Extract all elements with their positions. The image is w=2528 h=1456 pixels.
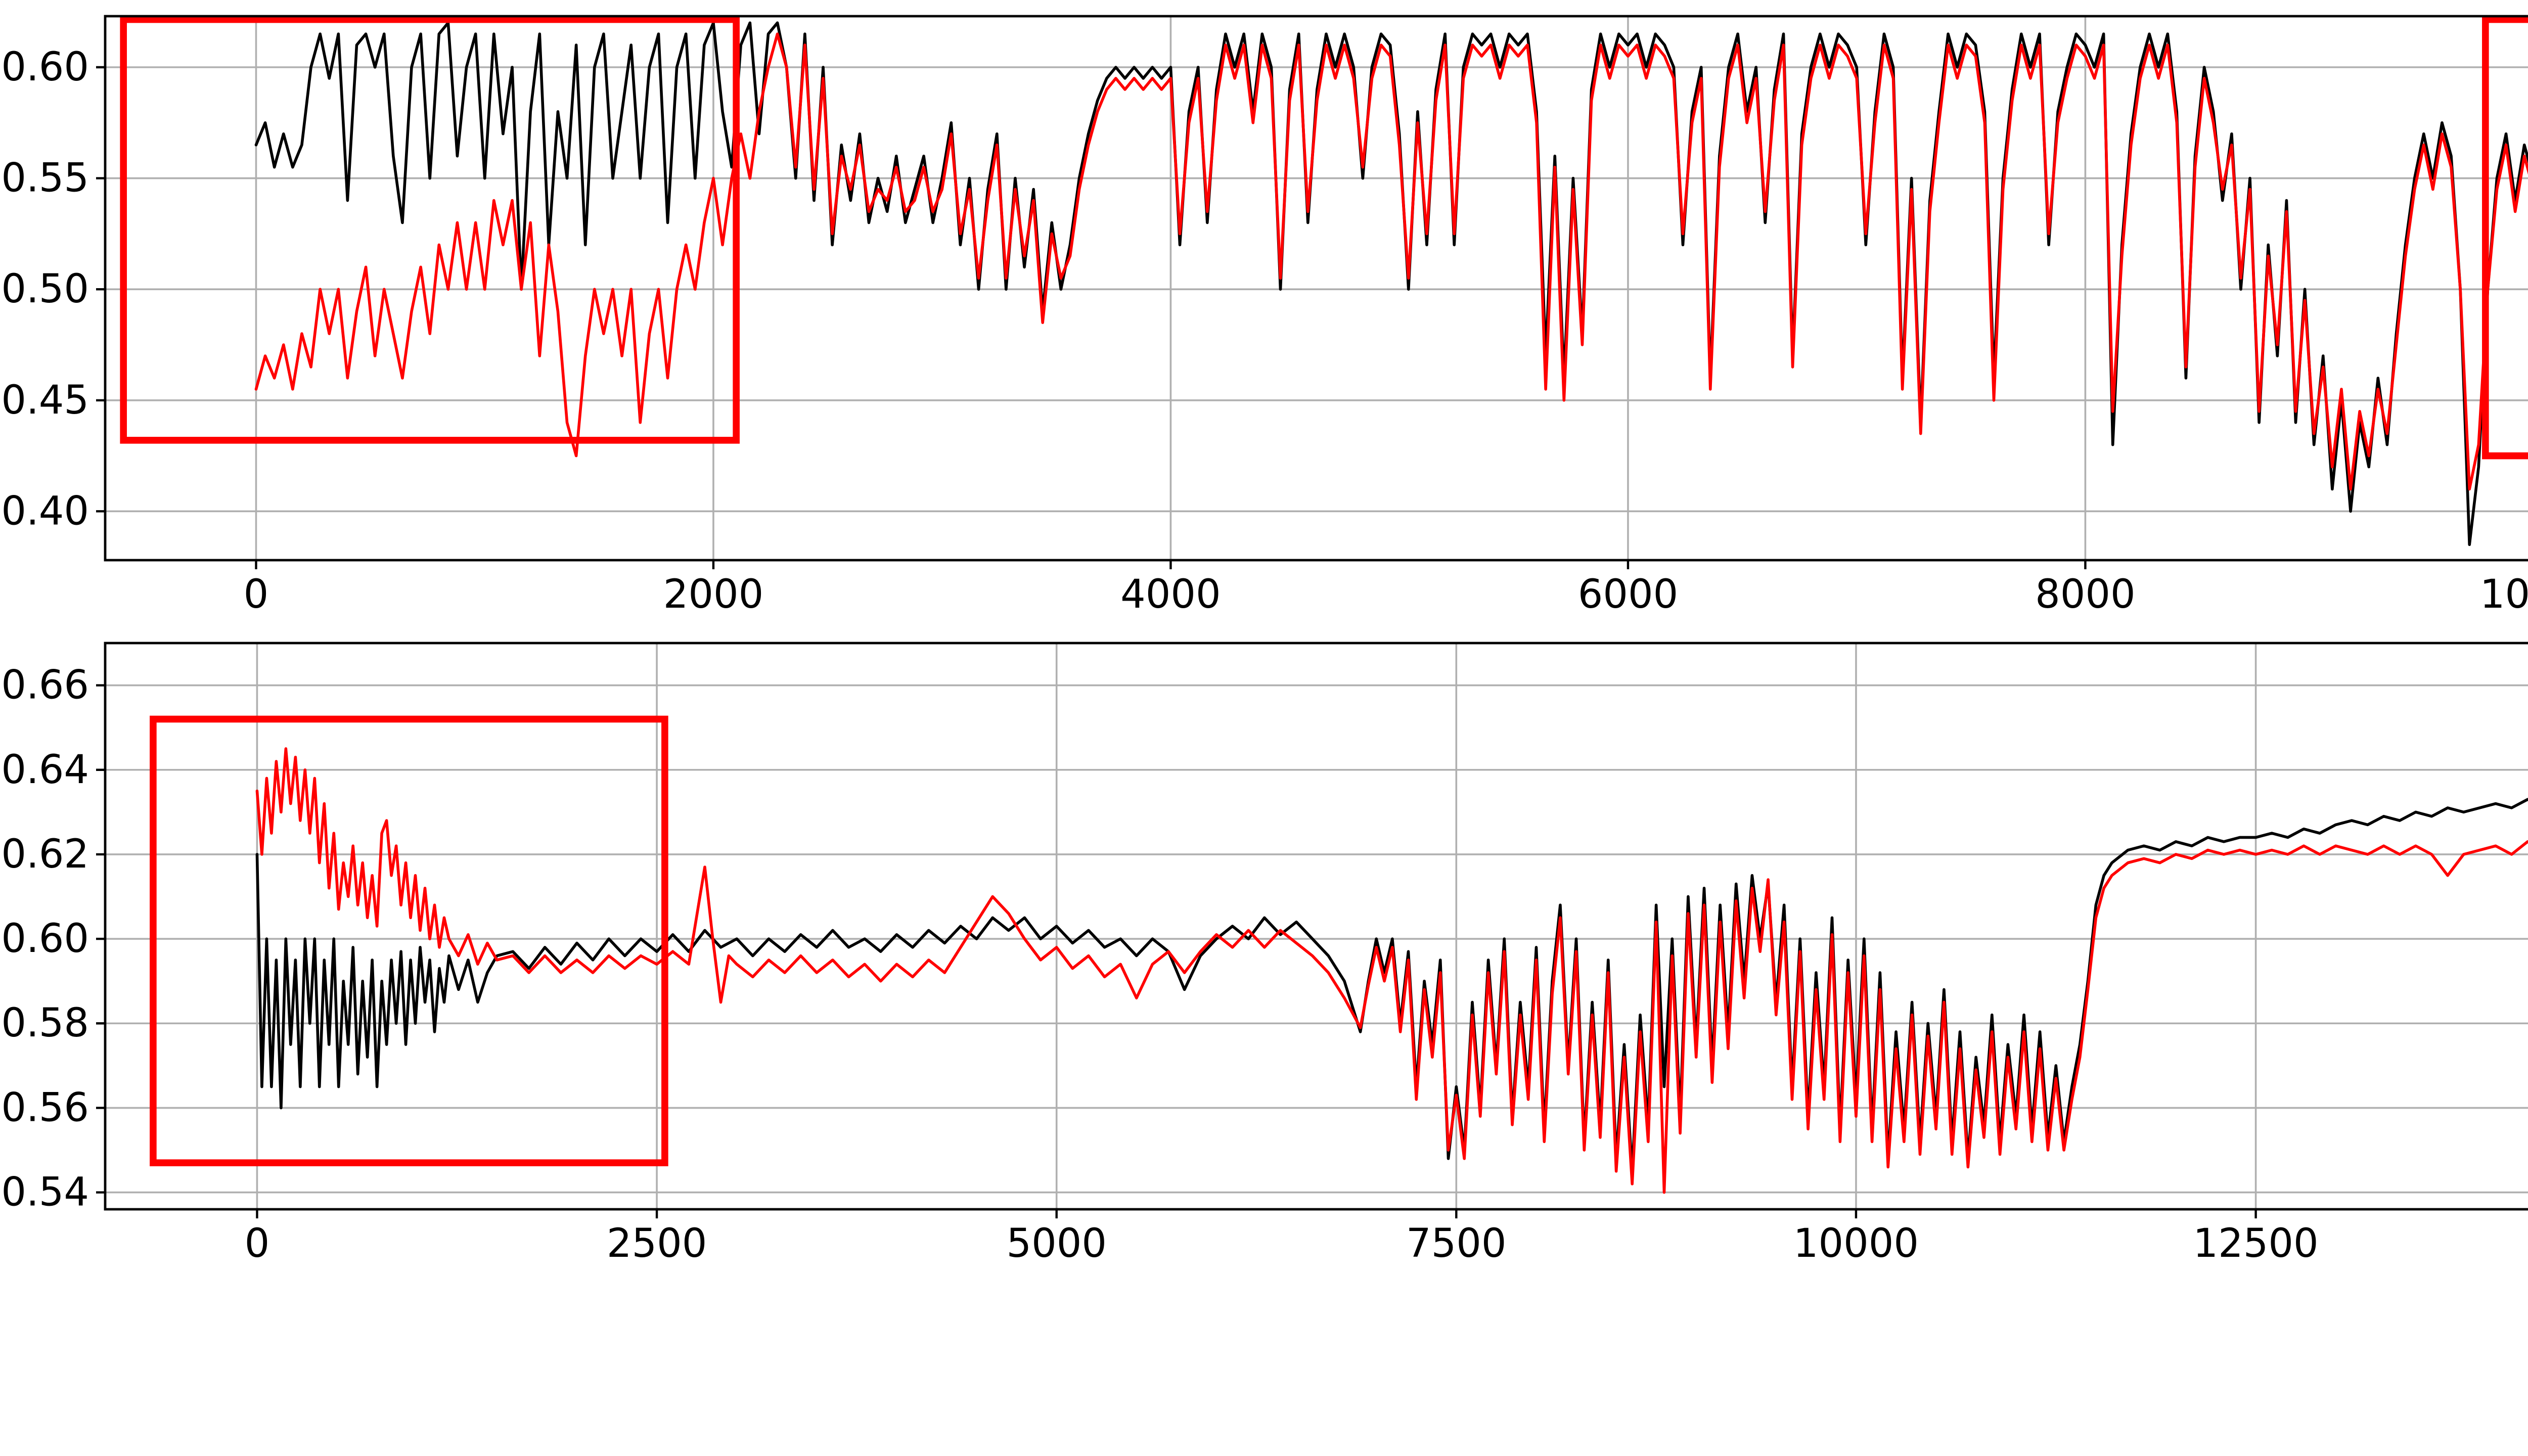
x-tick-label: 4000 — [1120, 572, 1221, 617]
x-tick-label: 10000 — [2480, 572, 2528, 617]
x-tick-label: 12500 — [2193, 1221, 2319, 1266]
chart-panel-top-chart: 0200040006000800010000120000.400.450.500… — [1, 15, 2528, 617]
chart-panel-bottom-chart: 025005000750010000125001500017500200000.… — [1, 642, 2528, 1266]
x-tick-label: 6000 — [1578, 572, 1679, 617]
y-tick-label: 0.62 — [1, 832, 89, 877]
y-tick-label: 0.58 — [1, 1000, 89, 1046]
y-tick-label: 0.56 — [1, 1085, 89, 1130]
x-tick-label: 7500 — [1406, 1221, 1507, 1266]
y-tick-label: 0.50 — [1, 266, 89, 312]
x-tick-label: 5000 — [1006, 1221, 1107, 1266]
y-tick-label: 0.54 — [1, 1170, 89, 1215]
y-tick-label: 0.66 — [1, 663, 89, 708]
series-line-red — [255, 747, 2528, 1194]
highlight-rect-0 — [150, 715, 668, 1166]
y-tick-label: 0.64 — [1, 747, 89, 793]
x-tick-label: 0 — [244, 572, 269, 617]
y-tick-label: 0.60 — [1, 44, 89, 90]
x-tick-label: 2000 — [663, 572, 764, 617]
highlight-rect-1 — [2482, 16, 2528, 460]
x-tick-label: 10000 — [1793, 1221, 1919, 1266]
y-tick-label: 0.60 — [1, 916, 89, 962]
y-tick-label: 0.55 — [1, 156, 89, 201]
x-tick-label: 8000 — [2035, 572, 2136, 617]
highlight-rect-0 — [120, 16, 740, 444]
x-tick-label: 2500 — [607, 1221, 707, 1266]
y-tick-label: 0.40 — [1, 488, 89, 534]
x-tick-label: 0 — [245, 1221, 270, 1266]
series-line-red — [254, 32, 2528, 491]
y-tick-label: 0.45 — [1, 378, 89, 423]
plot-background — [105, 643, 2528, 1209]
plot-border — [104, 642, 2528, 1211]
